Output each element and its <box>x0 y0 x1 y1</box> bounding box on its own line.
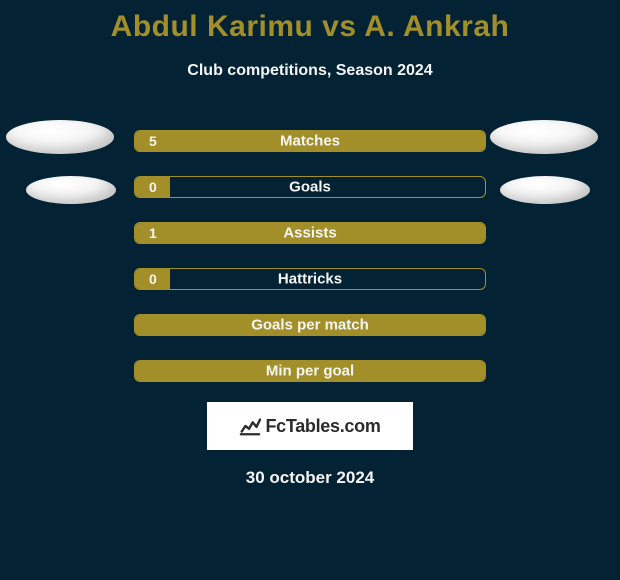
stat-value: 1 <box>149 225 157 241</box>
stat-value: 0 <box>149 179 157 195</box>
stat-row-assists: 1 Assists <box>134 222 486 244</box>
page-subtitle: Club competitions, Season 2024 <box>0 62 620 80</box>
stat-row-hattricks: 0 Hattricks <box>134 268 486 290</box>
branding-text: FcTables.com <box>265 416 380 437</box>
stat-label: Matches <box>280 133 340 150</box>
stat-label: Goals per match <box>251 317 369 334</box>
player-right-avatar-shadow <box>500 176 590 204</box>
stat-row-min-per-goal: Min per goal <box>134 360 486 382</box>
stat-row-goals-per-match: Goals per match <box>134 314 486 336</box>
stat-label: Hattricks <box>278 271 342 288</box>
snapshot-date: 30 october 2024 <box>0 468 620 488</box>
stat-label: Min per goal <box>266 363 354 380</box>
branding-logo-icon <box>239 415 261 437</box>
stat-label: Assists <box>283 225 336 242</box>
player-left-avatar <box>6 120 114 154</box>
stats-chart: 5 Matches 0 Goals 1 Assists 0 Hattricks … <box>0 130 620 382</box>
stat-value: 0 <box>149 271 157 287</box>
stat-row-goals: 0 Goals <box>134 176 486 198</box>
branding-badge: FcTables.com <box>207 402 413 450</box>
player-right-avatar <box>490 120 598 154</box>
stat-row-matches: 5 Matches <box>134 130 486 152</box>
stat-value: 5 <box>149 133 157 149</box>
stat-label: Goals <box>289 179 331 196</box>
page-title: Abdul Karimu vs A. Ankrah <box>0 0 620 44</box>
player-left-avatar-shadow <box>26 176 116 204</box>
